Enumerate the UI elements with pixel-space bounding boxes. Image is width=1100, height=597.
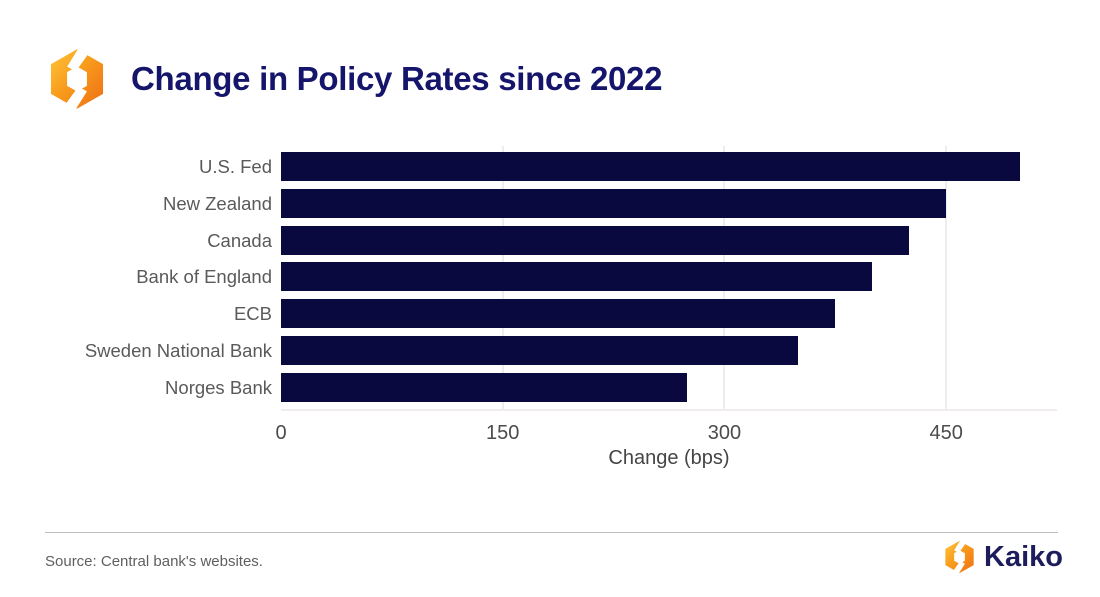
- chart-row: ECB: [16, 299, 1057, 329]
- chart-row: U.S. Fed: [16, 152, 1057, 181]
- chart-row: Bank of England: [16, 262, 1057, 292]
- brand-logo: Kaiko: [944, 539, 1063, 575]
- bar: [281, 262, 873, 292]
- x-tick-label: 450: [929, 422, 963, 444]
- category-label: Bank of England: [136, 266, 272, 288]
- chart-row: New Zealand: [16, 188, 1057, 218]
- x-tick-label: 0: [275, 422, 287, 444]
- bar-track: [281, 372, 1057, 402]
- bar: [281, 335, 799, 365]
- bar-track: [281, 262, 1057, 292]
- category-label: ECB: [233, 303, 272, 325]
- x-axis-title: Change (bps): [608, 447, 730, 469]
- header: Change in Policy Rates since 2022: [48, 48, 662, 110]
- kaiko-logo-icon: [945, 539, 974, 575]
- bar: [281, 372, 688, 402]
- x-ticks: 0 150 300 450: [275, 422, 1057, 446]
- bar-chart: U.S. Fed New Zealand Canada Bank of England…: [16, 146, 1057, 476]
- brand-wordmark: Kaiko: [984, 540, 1063, 573]
- category-label: New Zealand: [162, 192, 272, 214]
- chart-row: Canada: [16, 225, 1057, 255]
- kaiko-logo-icon: [50, 48, 104, 110]
- bar: [281, 152, 1021, 181]
- footer-divider: [45, 532, 1058, 533]
- bar: [281, 188, 947, 218]
- gridline: [945, 146, 948, 409]
- category-label: U.S. Fed: [199, 156, 272, 177]
- bar-track: [281, 335, 1057, 365]
- source-note: Source: Central bank's websites.: [45, 553, 263, 570]
- bar-track: [281, 188, 1057, 218]
- category-label: Sweden National Bank: [84, 339, 272, 361]
- x-tick-label: 150: [486, 422, 520, 444]
- x-tick-label: 300: [707, 422, 742, 444]
- chart-row: Sweden National Bank: [16, 335, 1057, 365]
- bar-track: [281, 152, 1057, 181]
- bar-track: [281, 225, 1057, 255]
- bar-track: [281, 299, 1057, 329]
- bar-rows: U.S. Fed New Zealand Canada Bank of England…: [16, 152, 1057, 402]
- bar: [281, 225, 910, 255]
- chart-row: Norges Bank: [16, 372, 1057, 402]
- chart-title: Change in Policy Rates since 2022: [131, 60, 663, 97]
- category-label: Canada: [207, 229, 272, 251]
- bar: [281, 299, 836, 329]
- category-label: Norges Bank: [165, 376, 272, 398]
